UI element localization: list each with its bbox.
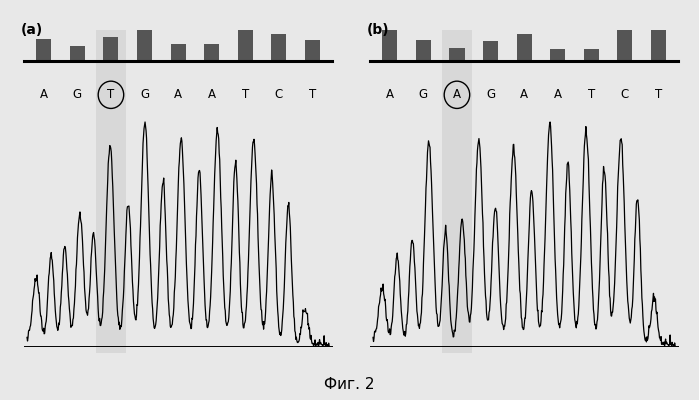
Text: T: T (588, 88, 595, 101)
Text: A: A (208, 88, 216, 101)
Bar (416, 40, 431, 61)
Bar (137, 30, 152, 61)
Text: (a): (a) (21, 23, 43, 37)
Bar (584, 48, 599, 61)
Text: A: A (453, 88, 461, 101)
Bar (36, 40, 51, 61)
Text: A: A (520, 88, 528, 101)
Text: C: C (621, 88, 629, 101)
Bar (483, 41, 498, 61)
Text: G: G (419, 88, 428, 101)
Text: T: T (108, 88, 115, 101)
Bar (651, 30, 666, 61)
Bar (171, 44, 186, 61)
Text: C: C (275, 88, 283, 101)
Bar (204, 44, 219, 61)
Text: A: A (386, 88, 394, 101)
Bar (96, 30, 126, 353)
Bar (271, 34, 287, 61)
Text: A: A (554, 88, 562, 101)
Bar (305, 40, 320, 61)
Bar (382, 30, 397, 61)
Text: (b): (b) (367, 23, 389, 37)
Text: T: T (655, 88, 662, 101)
Bar (103, 37, 119, 61)
Text: Фиг. 2: Фиг. 2 (324, 377, 375, 392)
Bar (617, 30, 633, 61)
Text: T: T (309, 88, 316, 101)
Bar (238, 30, 253, 61)
Text: T: T (242, 88, 249, 101)
Text: A: A (40, 88, 48, 101)
Text: G: G (140, 88, 149, 101)
Text: G: G (73, 88, 82, 101)
Bar (517, 34, 532, 61)
Bar (70, 46, 85, 61)
Text: G: G (486, 88, 495, 101)
Bar (449, 48, 465, 61)
Bar (442, 30, 472, 353)
Text: A: A (174, 88, 182, 101)
Bar (550, 48, 565, 61)
